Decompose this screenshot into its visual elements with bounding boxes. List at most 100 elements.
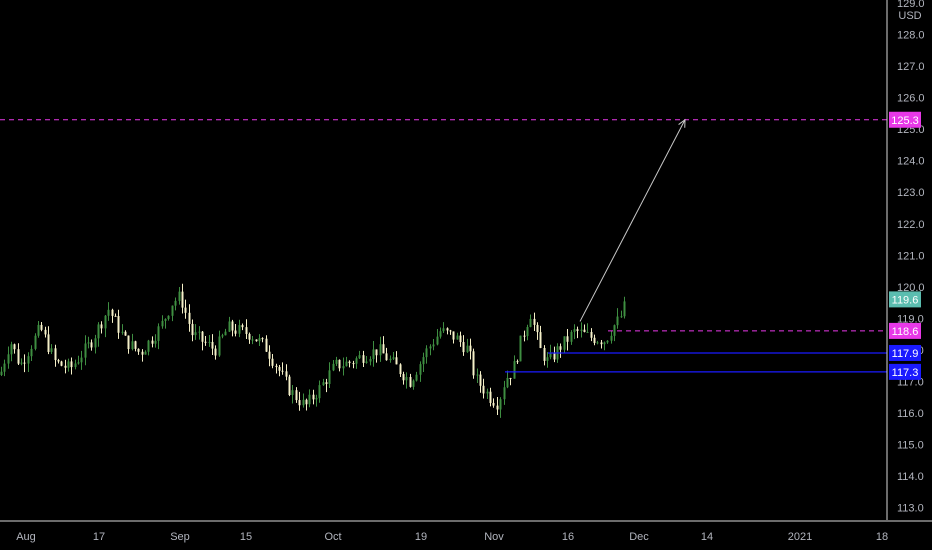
- pivot-price-badge-bg: [889, 322, 921, 339]
- candle-body: [167, 315, 170, 319]
- candle-body: [107, 309, 110, 316]
- candle-body: [449, 330, 452, 332]
- candle-body: [596, 342, 599, 344]
- candle-body: [87, 342, 90, 344]
- candle-body: [198, 331, 201, 333]
- target-price-badge: 125.3: [891, 115, 919, 127]
- candle-body: [496, 405, 499, 410]
- time-tick-label: 18: [876, 531, 888, 543]
- candle-body: [563, 336, 566, 350]
- price-tick-label: 120.0: [897, 282, 925, 294]
- candle-body: [603, 342, 606, 345]
- candle-body: [549, 352, 552, 358]
- price-tick-label: 127.0: [897, 61, 925, 73]
- candle-body: [369, 359, 372, 362]
- candle-body: [375, 349, 378, 356]
- candle-body: [218, 336, 221, 356]
- candle-series: [0, 283, 626, 418]
- candle-body: [620, 316, 623, 318]
- candle-body: [74, 363, 77, 368]
- candle-body: [147, 340, 150, 352]
- time-tick-label: Oct: [324, 531, 341, 543]
- price-tick-label: 116.0: [897, 408, 924, 420]
- projection-arrow: [579, 118, 686, 322]
- time-axis[interactable]: Aug 17 Sep 15 Oct 19 Nov 16 Dec 14 2021 18: [0, 520, 932, 543]
- price-tick-label: 122.0: [897, 219, 925, 231]
- candle-body: [154, 340, 157, 344]
- pivot-price-badge: 118.6: [892, 326, 919, 338]
- candle-body: [164, 318, 167, 321]
- candle-body: [261, 338, 264, 340]
- price-badges: 125.3 119.6 118.6 117.9 117.3: [889, 111, 921, 380]
- candle-body: [382, 344, 385, 354]
- candle-body: [452, 331, 455, 340]
- candle-body: [114, 315, 117, 317]
- candle-body: [90, 342, 93, 348]
- candle-body: [318, 385, 321, 399]
- candle-body: [137, 348, 140, 352]
- candle-body: [221, 335, 224, 337]
- candle-body: [0, 371, 3, 376]
- candle-body: [97, 324, 100, 339]
- candle-body: [432, 344, 435, 347]
- candle-body: [37, 324, 40, 336]
- candle-body: [44, 329, 47, 335]
- candle-body: [57, 360, 60, 362]
- candle-body: [365, 361, 368, 363]
- candle-body: [281, 370, 284, 372]
- candle-body: [127, 335, 130, 350]
- candle-body: [462, 342, 465, 353]
- candle-body: [157, 326, 160, 341]
- candle-body: [412, 380, 415, 387]
- candle-body: [191, 323, 194, 336]
- candle-body: [442, 328, 445, 332]
- candle-body: [10, 344, 13, 355]
- candle-body: [355, 358, 358, 364]
- candle-body: [503, 387, 506, 400]
- candle-body: [208, 341, 211, 343]
- candle-body: [395, 357, 398, 365]
- candle-body: [446, 328, 449, 331]
- price-axis[interactable]: USD 113.0114.0115.0116.0117.0118.0119.01…: [886, 0, 925, 520]
- candle-body: [248, 333, 251, 340]
- candle-body: [308, 394, 311, 405]
- support-price-badge-bg: [889, 344, 921, 361]
- candle-body: [583, 329, 586, 333]
- currency-label: USD: [898, 10, 921, 22]
- candle-body: [519, 335, 522, 362]
- price-tick-label: 121.0: [897, 250, 925, 262]
- candle-body: [415, 374, 418, 381]
- candle-body: [258, 338, 261, 342]
- candle-body: [94, 338, 97, 348]
- candle-body: [325, 382, 328, 384]
- candle-body: [60, 361, 63, 366]
- candle-body: [580, 329, 583, 331]
- candle-body: [161, 320, 164, 327]
- candle-body: [231, 321, 234, 331]
- target-price-badge-bg: [889, 111, 921, 128]
- candle-body: [533, 318, 536, 325]
- candle-body: [469, 345, 472, 352]
- candle-body: [328, 370, 331, 384]
- time-tick-label: 19: [415, 531, 427, 543]
- candle-body: [472, 351, 475, 376]
- candle-body: [40, 324, 43, 330]
- candle-body: [84, 343, 87, 358]
- price-tick-label: 129.0: [897, 0, 925, 10]
- candle-body: [516, 361, 519, 363]
- candle-body: [425, 348, 428, 358]
- candle-body: [385, 353, 388, 361]
- price-tick-label: 126.0: [897, 93, 925, 105]
- candle-body: [77, 362, 80, 364]
- candle-body: [275, 365, 278, 368]
- price-tick-label: 113.0: [897, 502, 924, 514]
- candle-body: [492, 402, 495, 406]
- candle-body: [7, 354, 10, 364]
- candle-body: [234, 330, 237, 334]
- candle-body: [436, 336, 439, 345]
- candle-body: [476, 374, 479, 376]
- time-tick-label: 15: [240, 531, 252, 543]
- candle-body: [315, 398, 318, 400]
